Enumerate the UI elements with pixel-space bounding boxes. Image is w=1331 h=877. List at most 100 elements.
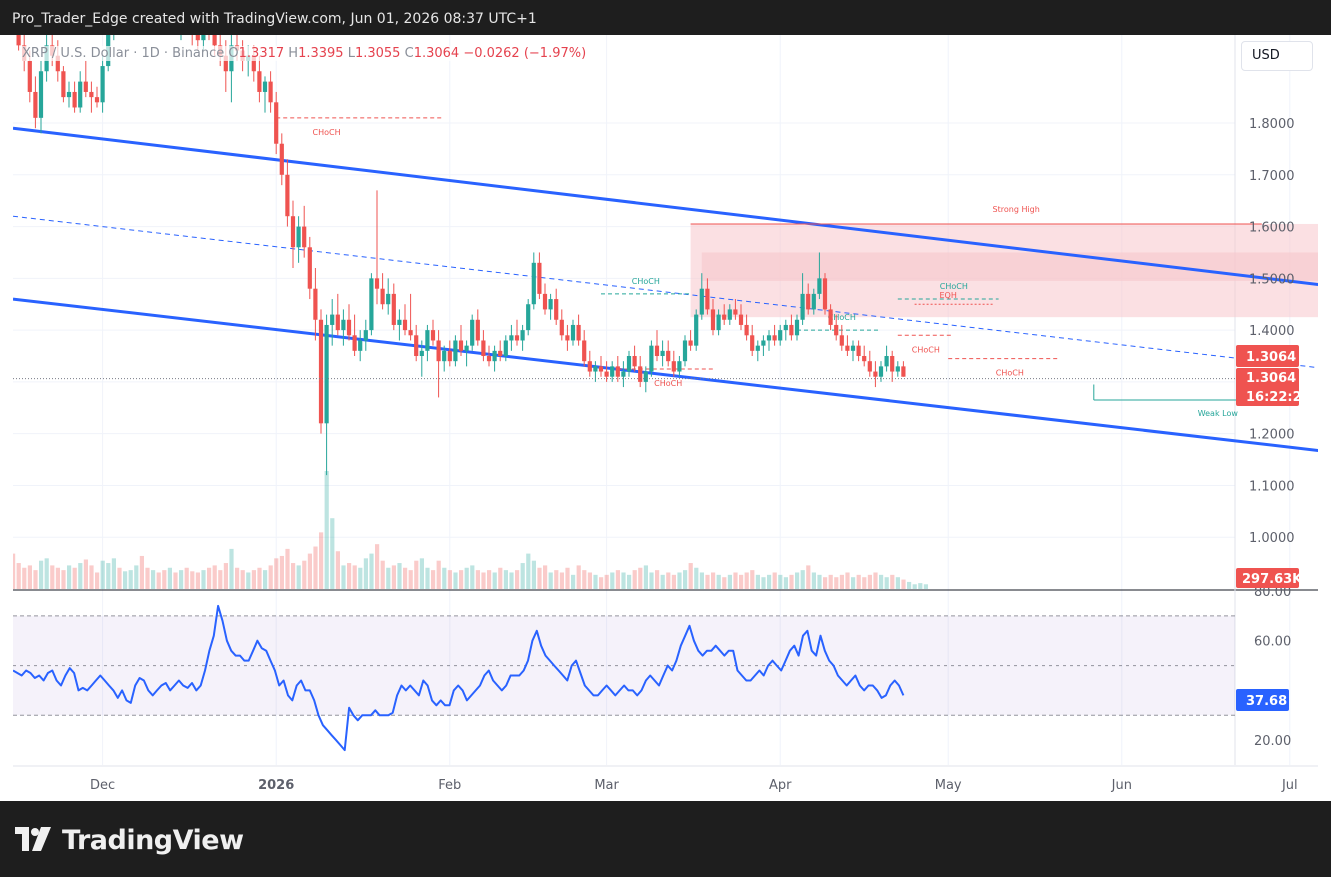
volume-bar bbox=[431, 570, 436, 589]
symbol-legend[interactable]: XRP / U.S. Dollar · 1D · Binance O1.3317… bbox=[22, 46, 587, 61]
volume-bar bbox=[139, 555, 144, 589]
candle bbox=[208, 35, 210, 41]
candle bbox=[268, 71, 273, 113]
volume-bar bbox=[694, 567, 699, 589]
rsi-tick-label: 20.00 bbox=[1254, 734, 1291, 749]
candle-body bbox=[822, 278, 828, 310]
candle-body bbox=[374, 278, 380, 289]
volume-bar bbox=[733, 572, 738, 589]
candle bbox=[565, 324, 570, 351]
candle bbox=[402, 304, 408, 336]
candle-body bbox=[632, 356, 637, 367]
volume-bar bbox=[375, 544, 380, 589]
candle bbox=[341, 309, 346, 346]
currency-button[interactable]: USD bbox=[1241, 41, 1313, 71]
candle bbox=[610, 361, 615, 382]
candle-body bbox=[834, 324, 839, 336]
candle bbox=[324, 314, 329, 476]
candle-body bbox=[750, 335, 755, 351]
candle bbox=[587, 350, 592, 377]
volume-bar bbox=[615, 570, 620, 589]
volume-bars bbox=[13, 471, 928, 589]
price-tick-label: 1.2000 bbox=[1249, 428, 1295, 443]
volume-bar bbox=[111, 558, 116, 589]
volume-bar bbox=[867, 574, 872, 589]
candle-body bbox=[537, 262, 542, 294]
candle-body bbox=[559, 319, 564, 336]
candle bbox=[716, 309, 721, 336]
volume-bar bbox=[246, 572, 251, 589]
volume-bar bbox=[274, 558, 279, 589]
candle bbox=[503, 335, 508, 362]
candle bbox=[358, 330, 363, 362]
volume-bar bbox=[89, 565, 94, 589]
candle-body bbox=[346, 319, 352, 336]
candle bbox=[542, 283, 548, 315]
choch-label: CHoCH bbox=[996, 369, 1024, 378]
symbol-name[interactable]: XRP / U.S. Dollar · 1D · Binance bbox=[22, 46, 225, 61]
volume-bar bbox=[677, 572, 682, 589]
candle-body bbox=[89, 91, 94, 98]
volume-bar bbox=[918, 583, 923, 589]
candle-body bbox=[783, 324, 788, 331]
candle bbox=[800, 273, 805, 325]
volume-bar bbox=[145, 567, 150, 589]
market-structure: Strong High Weak Low CHoCH CHoCH CHoCH CHoCH C… bbox=[276, 117, 1262, 418]
candle-body bbox=[649, 345, 654, 372]
volume-bar bbox=[13, 553, 16, 589]
candle-body bbox=[363, 330, 368, 341]
channel-upper-line bbox=[13, 126, 1318, 287]
volume-bar bbox=[688, 563, 693, 589]
candle-body bbox=[251, 55, 256, 72]
volume-bar bbox=[95, 572, 100, 589]
candle-body bbox=[565, 335, 570, 341]
volume-bar bbox=[50, 565, 55, 589]
candle-body bbox=[94, 97, 100, 103]
candle bbox=[576, 314, 581, 346]
price-tick-label: 1.6000 bbox=[1249, 221, 1295, 236]
volume-bar bbox=[291, 563, 296, 589]
volume-bar bbox=[263, 570, 268, 589]
candle bbox=[78, 71, 83, 113]
price-badges: 1.3064 1.3064 16:22:21 297.63K 37.68 bbox=[1236, 345, 1311, 711]
volume-bar bbox=[761, 577, 766, 589]
choch-label: CHoCH bbox=[313, 128, 341, 137]
volume-bar bbox=[257, 567, 262, 589]
candle bbox=[520, 324, 525, 351]
low-value: 1.3055 bbox=[354, 46, 401, 61]
candle bbox=[346, 304, 352, 341]
candle-body bbox=[593, 366, 598, 372]
volume-bar bbox=[363, 558, 368, 589]
candle-body bbox=[772, 335, 777, 341]
volume-bar bbox=[324, 471, 329, 589]
high-label: H bbox=[288, 46, 299, 61]
volume-bar bbox=[391, 565, 396, 589]
candle bbox=[369, 273, 374, 336]
tradingview-logo-icon bbox=[15, 827, 51, 851]
volume-bar bbox=[604, 574, 609, 589]
candle-body bbox=[643, 371, 648, 382]
candle-body bbox=[402, 319, 408, 331]
candle-body bbox=[895, 366, 900, 372]
volume-bar bbox=[279, 555, 284, 589]
volume-bar bbox=[498, 567, 503, 589]
candle bbox=[72, 81, 77, 113]
candle bbox=[649, 340, 654, 377]
chart-frame[interactable]: Strong High Weak Low CHoCH CHoCH CHoCH CHoCH C… bbox=[13, 35, 1318, 801]
volume-bar bbox=[907, 581, 912, 589]
candle-body bbox=[514, 335, 520, 341]
candle bbox=[537, 252, 542, 300]
candle-body bbox=[386, 293, 391, 305]
chart-canvas[interactable]: Strong High Weak Low CHoCH CHoCH CHoCH CHoCH C… bbox=[13, 35, 1318, 801]
candle bbox=[806, 283, 811, 315]
volume-bar bbox=[403, 567, 408, 589]
candle-body bbox=[845, 345, 850, 351]
open-label: O bbox=[228, 46, 239, 61]
candle-body bbox=[677, 361, 682, 372]
high-value: 1.3395 bbox=[298, 46, 344, 61]
volume-bar bbox=[862, 577, 867, 589]
candle-body bbox=[72, 91, 77, 108]
candle-body bbox=[436, 340, 441, 362]
candle bbox=[113, 35, 115, 41]
candle bbox=[180, 35, 182, 41]
